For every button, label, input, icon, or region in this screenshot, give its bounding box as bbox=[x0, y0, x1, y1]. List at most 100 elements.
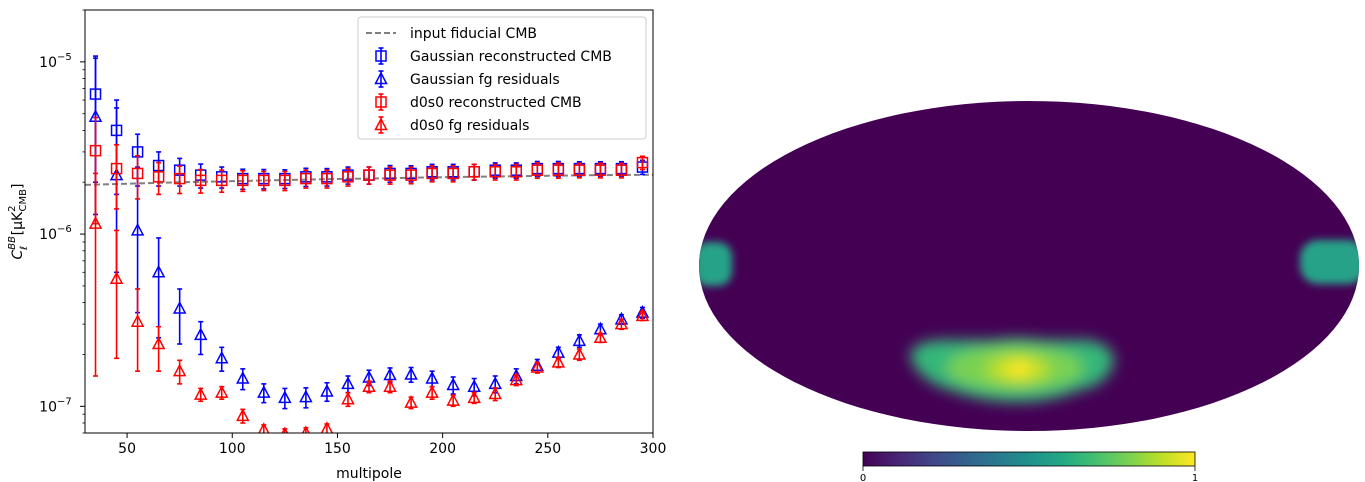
data-point bbox=[130, 222, 145, 236]
hotspot-bottom-center bbox=[910, 338, 1114, 402]
data-point bbox=[510, 166, 523, 178]
data-point bbox=[404, 366, 418, 380]
x-tick-label: 50 bbox=[118, 441, 136, 457]
data-point bbox=[320, 383, 334, 397]
legend-item-3: d0s0 reconstructed CMB bbox=[375, 93, 582, 111]
data-point bbox=[320, 421, 334, 433]
data-point bbox=[362, 379, 376, 392]
data-point bbox=[193, 386, 208, 400]
data-point bbox=[173, 172, 186, 185]
y-axis-label: CBBℓ [μK2CMB] bbox=[7, 184, 30, 260]
data-point bbox=[172, 300, 187, 314]
data-point bbox=[341, 376, 355, 390]
legend-item-4: d0s0 fg residuals bbox=[374, 116, 529, 134]
data-point bbox=[278, 390, 292, 404]
legend-label: input fiducial CMB bbox=[410, 26, 537, 42]
legend-marker-swatch bbox=[374, 117, 388, 131]
data-point bbox=[636, 156, 649, 169]
svg-text:CBBℓ [μK2CMB]: CBBℓ [μK2CMB] bbox=[7, 184, 30, 260]
colorbar: 0 1 bbox=[860, 451, 1198, 482]
x-axis-label: multipole bbox=[336, 466, 402, 482]
data-point bbox=[109, 271, 124, 285]
axes-frame bbox=[84, 9, 654, 434]
data-point bbox=[131, 167, 144, 180]
y-tick-exponent: −5 bbox=[57, 52, 72, 63]
data-point bbox=[258, 422, 270, 433]
data-point bbox=[404, 395, 418, 408]
legend-label: Gaussian reconstructed CMB bbox=[410, 49, 612, 65]
data-point bbox=[552, 164, 565, 176]
data-point bbox=[551, 354, 566, 368]
data-point bbox=[383, 379, 397, 392]
x-tick-label: 100 bbox=[219, 441, 246, 457]
mollweide-map bbox=[699, 101, 1359, 431]
y-tick-label: 10 bbox=[39, 55, 57, 71]
legend-box bbox=[357, 16, 647, 140]
data-point bbox=[572, 333, 587, 347]
legend-marker-swatch bbox=[374, 71, 388, 85]
data-point bbox=[572, 346, 587, 360]
data-point bbox=[341, 391, 355, 405]
data-point bbox=[301, 425, 310, 433]
data-point bbox=[615, 164, 628, 176]
x-tick-label: 300 bbox=[640, 441, 667, 457]
data-point bbox=[151, 336, 166, 350]
y-tick-label: 10 bbox=[39, 227, 57, 243]
data-point bbox=[172, 363, 187, 377]
hotspot-right-edge bbox=[1300, 240, 1359, 284]
data-point bbox=[509, 372, 523, 386]
data-point bbox=[258, 174, 270, 187]
data-point bbox=[215, 350, 229, 364]
legend-item-0: input fiducial CMB bbox=[366, 26, 537, 42]
data-point bbox=[384, 169, 396, 181]
data-point bbox=[467, 390, 481, 404]
series-2 bbox=[89, 116, 649, 225]
data-point bbox=[593, 330, 608, 344]
colorbar-min-label: 0 bbox=[860, 473, 866, 482]
data-point bbox=[300, 172, 312, 185]
data-point bbox=[279, 174, 291, 187]
map-background bbox=[699, 101, 1359, 431]
legend-item-2: Gaussian fg residuals bbox=[374, 70, 560, 88]
y-tick-label: 10 bbox=[39, 399, 57, 415]
colorbar-gradient bbox=[862, 451, 1196, 467]
data-point bbox=[531, 164, 544, 176]
legend-label: d0s0 reconstructed CMB bbox=[410, 95, 582, 111]
data-point bbox=[488, 386, 502, 400]
data-point bbox=[215, 385, 229, 398]
data-point bbox=[236, 408, 250, 422]
data-point bbox=[299, 389, 313, 403]
data-point bbox=[237, 174, 249, 187]
data-point bbox=[594, 164, 607, 176]
y-tick-exponent: −6 bbox=[57, 224, 72, 235]
data-point bbox=[236, 370, 250, 384]
data-point bbox=[446, 392, 460, 406]
series-3 bbox=[88, 172, 650, 433]
data-point bbox=[321, 172, 333, 185]
data-point bbox=[257, 385, 271, 398]
data-point bbox=[88, 216, 103, 229]
data-point bbox=[425, 385, 439, 398]
data-point bbox=[363, 169, 375, 181]
data-point bbox=[425, 370, 439, 384]
colorbar-max-label: 1 bbox=[1192, 473, 1198, 482]
legend-marker-swatch bbox=[375, 96, 387, 108]
data-point bbox=[342, 171, 354, 183]
data-point bbox=[614, 316, 629, 330]
data-point bbox=[426, 167, 438, 180]
data-point bbox=[405, 169, 417, 181]
data-point bbox=[530, 359, 545, 373]
data-point bbox=[573, 164, 586, 176]
legend-label: d0s0 fg residuals bbox=[410, 118, 529, 134]
legend-marker-swatch bbox=[375, 50, 387, 62]
x-tick-label: 250 bbox=[534, 441, 561, 457]
data-point bbox=[468, 166, 480, 178]
data-point bbox=[489, 166, 501, 178]
data-point bbox=[194, 174, 207, 187]
data-point bbox=[89, 144, 102, 157]
data-point bbox=[130, 314, 145, 327]
x-tick-label: 150 bbox=[324, 441, 351, 457]
data-point bbox=[635, 308, 650, 322]
data-point bbox=[110, 162, 123, 175]
